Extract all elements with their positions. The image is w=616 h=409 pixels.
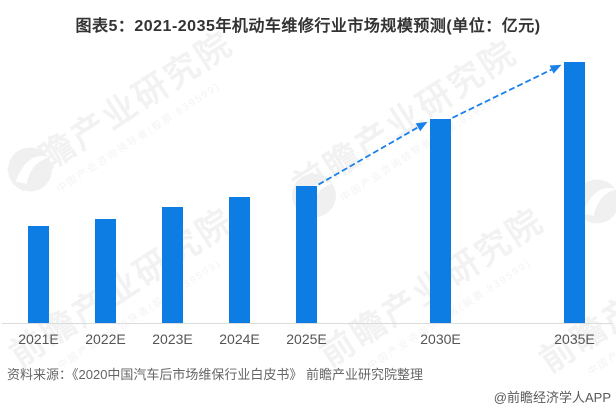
x-axis-label-2035E: 2035E [554,331,595,347]
bar-2025E [296,185,317,323]
credit-watermark: @前瞻经济学人APP [493,390,611,405]
x-axis-label-2025E: 2025E [286,331,327,347]
source-note: 资料来源：《2020中国汽车后市场维保行业白皮书》 前瞻产业研究院整理 [7,367,424,382]
dashed-arrow-line [318,125,421,186]
arrowhead-icon [549,64,562,74]
x-axis-label-2024E: 2024E [219,331,260,347]
bar-2022E [95,219,116,323]
bar-2021E [28,226,49,323]
bar-2030E [430,118,451,323]
bar-2024E [229,197,250,323]
chart-title: 图表5：2021-2035年机动车维修行业市场规模预测(单位：亿元) [75,18,541,35]
arrowhead-icon [415,121,428,132]
x-axis-label-2021E: 2021E [18,331,59,347]
x-axis-label-2023E: 2023E [152,331,193,347]
bar-2035E [564,61,585,323]
x-axis-line [2,323,612,324]
dashed-arrow-line [452,67,554,119]
x-axis-label-2030E: 2030E [420,331,461,347]
x-axis-label-2022E: 2022E [85,331,126,347]
bar-2023E [162,206,183,323]
